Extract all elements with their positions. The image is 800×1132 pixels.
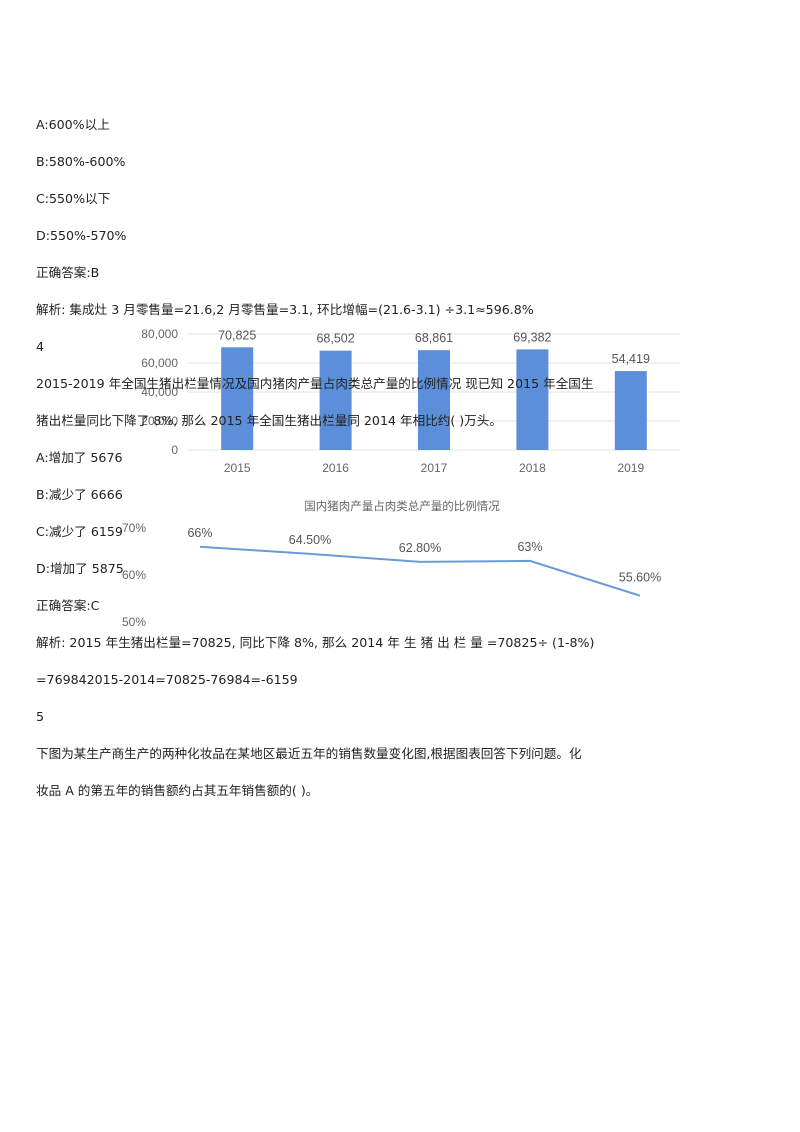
line-data-label: 62.80% — [399, 541, 441, 555]
bar-2015 — [221, 347, 254, 450]
bar-y-tick-label: 60,000 — [141, 356, 178, 370]
bar-x-tick-label: 2015 — [224, 461, 251, 475]
bar-x-tick-label: 2018 — [519, 461, 546, 475]
bar-data-label: 70,825 — [218, 328, 256, 342]
chart-background — [120, 300, 690, 640]
bar-y-tick-label: 20,000 — [141, 414, 178, 428]
q4-stem-line-2: 猪出栏量同比下降了 8%, 那么 2015 年全国生猪出栏量同 2014 年相比… — [36, 413, 502, 428]
line-data-label: 66% — [187, 526, 212, 540]
q4-analysis-line-2: =769842015-2014=70825-76984=-6159 — [36, 672, 298, 687]
bar-2018 — [516, 349, 549, 450]
q5-stem-line-2: 妆品 A 的第五年的销售额约占其五年销售额的( )。 — [36, 783, 319, 798]
bar-y-tick-label: 40,000 — [141, 385, 178, 399]
q4-analysis-line-1: 解析: 2015 年生猪出栏量=70825, 同比下降 8%, 那么 2014 … — [36, 635, 595, 650]
q5-stem-line-1: 下图为某生产商生产的两种化妆品在某地区最近五年的销售数量变化图,根据图表回答下列… — [36, 746, 582, 761]
q3-option-c: C:550%以下 — [36, 191, 111, 206]
bar-x-tick-label: 2019 — [617, 461, 644, 475]
bar-2019 — [614, 371, 647, 450]
q4-option-a: A:增加了 5676 — [36, 450, 123, 465]
line-data-label: 64.50% — [289, 533, 331, 547]
q4-stem-line-1: 2015-2019 年全国生猪出栏量情况及国内猪肉产量占肉类总产量的比例情况 现… — [36, 376, 594, 391]
q4-option-c: C:减少了 6159 — [36, 524, 123, 539]
line-series — [199, 545, 641, 597]
line-data-label: 63% — [517, 540, 542, 554]
line-data-label: 55.60% — [619, 571, 661, 585]
q3-option-d: D:550%-570% — [36, 228, 127, 243]
bar-data-label: 68,861 — [415, 331, 453, 345]
q4-option-d: D:增加了 5875 — [36, 561, 124, 576]
line-y-tick-label: 60% — [122, 568, 146, 582]
q3-analysis: 解析: 集成灶 3 月零售量=21.6,2 月零售量=3.1, 环比增幅=(21… — [36, 302, 534, 317]
q3-answer: 正确答案:B — [36, 265, 100, 280]
bar-x-tick-label: 2016 — [322, 461, 349, 475]
q4-option-b: B:减少了 6666 — [36, 487, 123, 502]
bar-data-label: 69,382 — [513, 330, 551, 344]
bar-y-tick-label: 80,000 — [141, 327, 178, 341]
line-y-tick-label: 70% — [122, 521, 146, 535]
chart-svg: 80,000 60,000 40,000 20,000 0 70,825 68,502 68… — [120, 300, 690, 640]
q3-option-b: B:580%-600% — [36, 154, 126, 169]
bar-y-tick-label: 0 — [171, 443, 178, 457]
line-chart-title: 国内猪肉产量占肉类总产量的比例情况 — [304, 499, 500, 513]
line-y-tick-label: 50% — [122, 615, 146, 629]
bar-data-label: 54,419 — [612, 352, 650, 366]
q5-number: 5 — [36, 709, 45, 724]
bar-x-tick-label: 2017 — [421, 461, 448, 475]
q3-option-a: A:600%以上 — [36, 117, 110, 132]
bar-2017 — [418, 350, 450, 450]
bar-2016 — [319, 350, 352, 450]
pig-output-chart: 80,000 60,000 40,000 20,000 0 70,825 68,502 68… — [120, 300, 690, 640]
q4-answer: 正确答案:C — [36, 598, 100, 613]
bar-data-label: 68,502 — [316, 332, 354, 346]
q4-number: 4 — [36, 339, 45, 354]
